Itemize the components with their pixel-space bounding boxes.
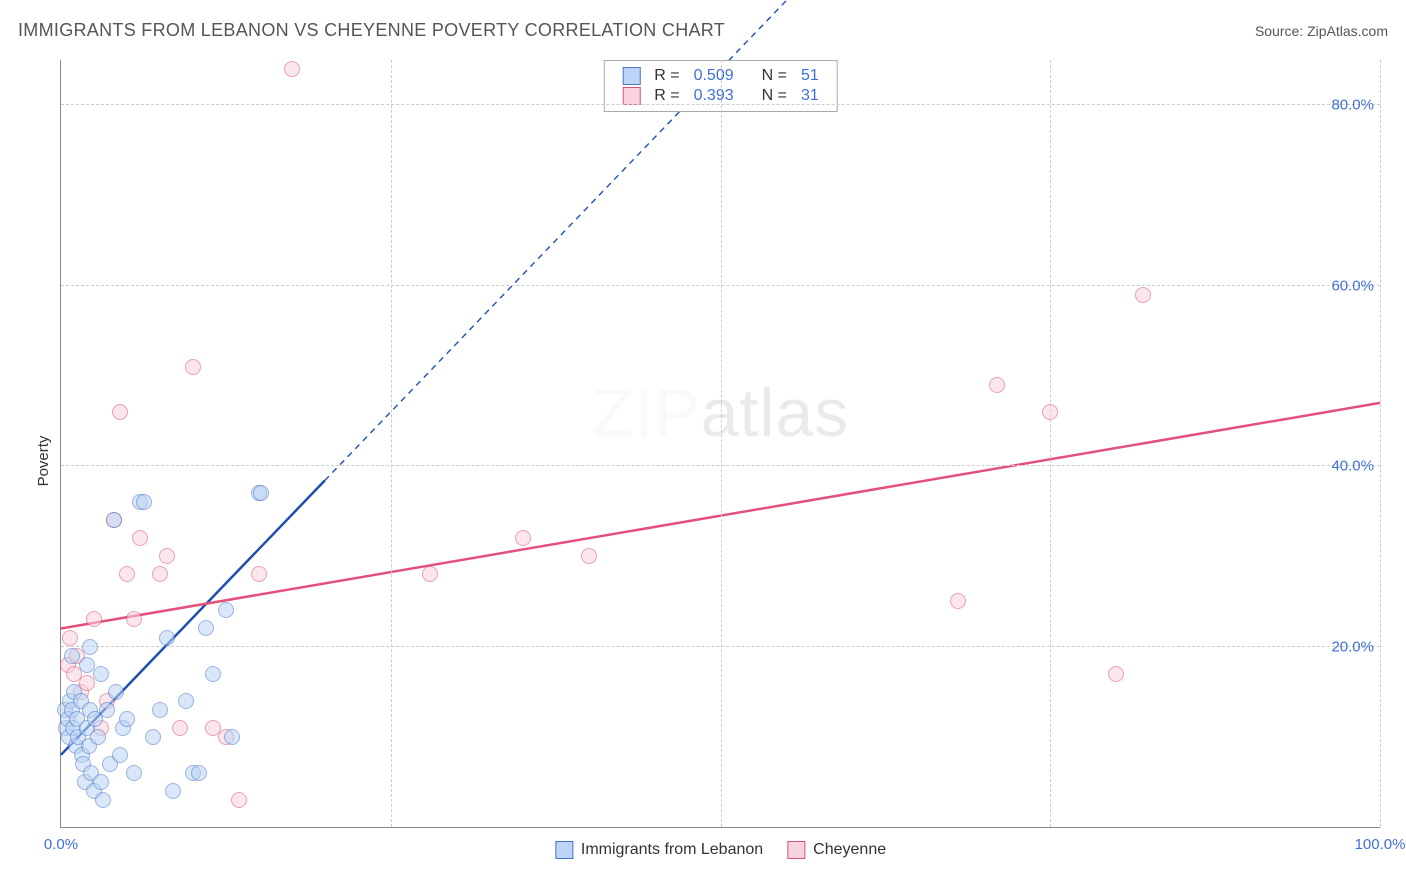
- scatter-point: [112, 404, 128, 420]
- vertical-gridline: [721, 60, 722, 827]
- scatter-point: [152, 702, 168, 718]
- scatter-point: [152, 566, 168, 582]
- scatter-point: [126, 611, 142, 627]
- scatter-point: [99, 702, 115, 718]
- scatter-point: [119, 566, 135, 582]
- y-tick-label: 20.0%: [1331, 638, 1374, 655]
- scatter-point: [950, 593, 966, 609]
- scatter-point: [106, 512, 122, 528]
- scatter-point: [62, 630, 78, 646]
- scatter-point: [112, 747, 128, 763]
- scatter-point: [198, 620, 214, 636]
- scatter-point: [1108, 666, 1124, 682]
- scatter-point: [205, 666, 221, 682]
- legend-r-label: R =: [648, 87, 685, 105]
- scatter-point: [165, 783, 181, 799]
- scatter-point: [1042, 404, 1058, 420]
- scatter-point: [191, 765, 207, 781]
- scatter-point: [90, 729, 106, 745]
- legend-swatch: [622, 87, 640, 105]
- scatter-point: [422, 566, 438, 582]
- legend-n-label: N =: [756, 67, 793, 85]
- series-legend-item: Cheyenne: [787, 841, 886, 859]
- scatter-point: [159, 548, 175, 564]
- legend-r-value: 0.509: [688, 67, 740, 85]
- scatter-point: [185, 359, 201, 375]
- legend-swatch: [555, 841, 573, 859]
- x-tick-label: 100.0%: [1355, 836, 1406, 853]
- legend-r-value: 0.393: [688, 87, 740, 105]
- chart-header: IMMIGRANTS FROM LEBANON VS CHEYENNE POVE…: [0, 0, 1406, 41]
- legend-n-label: N =: [756, 87, 793, 105]
- scatter-point: [1135, 287, 1151, 303]
- scatter-point: [126, 765, 142, 781]
- legend-swatch: [787, 841, 805, 859]
- scatter-point: [119, 711, 135, 727]
- scatter-point: [145, 729, 161, 745]
- scatter-point: [93, 774, 109, 790]
- y-tick-label: 80.0%: [1331, 97, 1374, 114]
- series-legend: Immigrants from Lebanon Cheyenne: [555, 841, 886, 859]
- scatter-point: [82, 639, 98, 655]
- y-tick-label: 60.0%: [1331, 277, 1374, 294]
- vertical-gridline: [1050, 60, 1051, 827]
- scatter-point: [95, 792, 111, 808]
- chart-area: Poverty ZIPatlas R =0.509N =51R =0.393N …: [18, 48, 1388, 874]
- chart-title: IMMIGRANTS FROM LEBANON VS CHEYENNE POVE…: [18, 20, 725, 41]
- legend-swatch: [622, 67, 640, 85]
- x-tick-label: 0.0%: [44, 836, 78, 853]
- series-legend-label: Cheyenne: [813, 841, 886, 859]
- scatter-point: [86, 611, 102, 627]
- scatter-point: [108, 684, 124, 700]
- scatter-point: [172, 720, 188, 736]
- scatter-point: [989, 377, 1005, 393]
- scatter-point: [515, 530, 531, 546]
- series-legend-item: Immigrants from Lebanon: [555, 841, 763, 859]
- y-axis-label: Poverty: [35, 436, 52, 487]
- y-tick-label: 40.0%: [1331, 458, 1374, 475]
- scatter-point: [64, 648, 80, 664]
- scatter-point: [251, 566, 267, 582]
- legend-n-value: 31: [795, 87, 825, 105]
- plot-region: ZIPatlas R =0.509N =51R =0.393N =31 Immi…: [60, 60, 1380, 828]
- scatter-point: [136, 494, 152, 510]
- vertical-gridline: [1380, 60, 1381, 827]
- vertical-gridline: [391, 60, 392, 827]
- legend-n-value: 51: [795, 67, 825, 85]
- scatter-point: [284, 61, 300, 77]
- scatter-point: [224, 729, 240, 745]
- series-legend-label: Immigrants from Lebanon: [581, 841, 763, 859]
- scatter-point: [581, 548, 597, 564]
- legend-r-label: R =: [648, 67, 685, 85]
- scatter-point: [178, 693, 194, 709]
- scatter-point: [253, 485, 269, 501]
- scatter-point: [159, 630, 175, 646]
- chart-source: Source: ZipAtlas.com: [1255, 23, 1388, 39]
- scatter-point: [93, 666, 109, 682]
- scatter-point: [231, 792, 247, 808]
- scatter-point: [218, 602, 234, 618]
- scatter-point: [132, 530, 148, 546]
